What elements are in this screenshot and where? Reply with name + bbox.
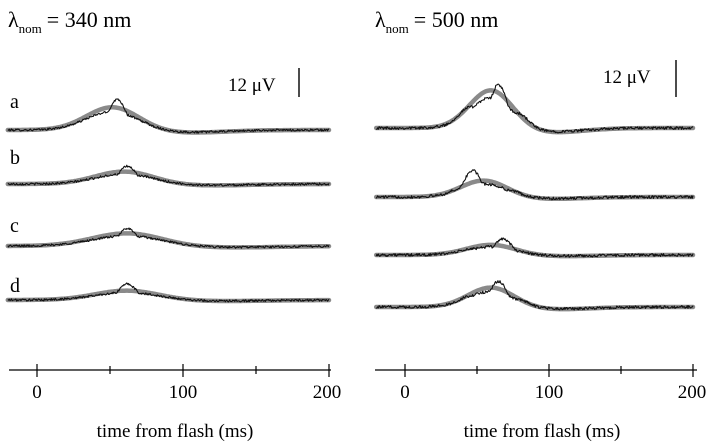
panel-title-500nm: λnom = 500 nm xyxy=(375,7,498,36)
traces-340nm xyxy=(5,98,332,304)
wavelength-value: = 340 nm xyxy=(47,7,132,32)
trace-a xyxy=(376,83,694,134)
trace-label-d: d xyxy=(10,275,20,297)
panel-340nm: λnom = 340 nm 12 μV a b c d 0 100 200 tim… xyxy=(5,7,342,442)
panel-title-340nm: λnom = 340 nm xyxy=(8,7,131,36)
lambda-symbol: λ xyxy=(8,7,19,32)
trace-label-b: b xyxy=(10,147,20,169)
trace-d xyxy=(7,282,330,303)
trace-d xyxy=(376,280,694,311)
x-tick-label-200: 200 xyxy=(313,382,342,403)
trace-c xyxy=(375,237,694,258)
trace-b xyxy=(7,164,330,187)
scale-bar-label: 12 μV xyxy=(228,75,276,96)
x-tick-label-100: 100 xyxy=(535,382,564,403)
fit-curve-a xyxy=(5,105,332,135)
trace-label-a: a xyxy=(10,91,19,113)
x-axis-label: time from flash (ms) xyxy=(464,421,621,442)
traces-500nm xyxy=(373,83,696,312)
trace-c xyxy=(7,227,330,249)
wavelength-value: = 500 nm xyxy=(414,7,499,32)
fit-curve-c xyxy=(5,231,332,250)
x-axis-label: time from flash (ms) xyxy=(97,421,254,442)
lambda-symbol: λ xyxy=(375,7,386,32)
scale-bar-label: 12 μV xyxy=(603,67,651,88)
trace-a xyxy=(7,98,329,134)
panel-500nm: λnom = 500 nm 12 μV 0 100 200 time from f… xyxy=(373,7,707,442)
lambda-subscript: nom xyxy=(19,21,42,36)
lambda-subscript: nom xyxy=(386,21,409,36)
trace-label-c: c xyxy=(10,215,19,237)
x-tick-label-100: 100 xyxy=(169,382,198,403)
x-tick-label-0: 0 xyxy=(32,382,42,403)
x-tick-label-200: 200 xyxy=(678,382,707,403)
trace-b xyxy=(375,169,694,201)
x-tick-label-0: 0 xyxy=(400,382,410,403)
